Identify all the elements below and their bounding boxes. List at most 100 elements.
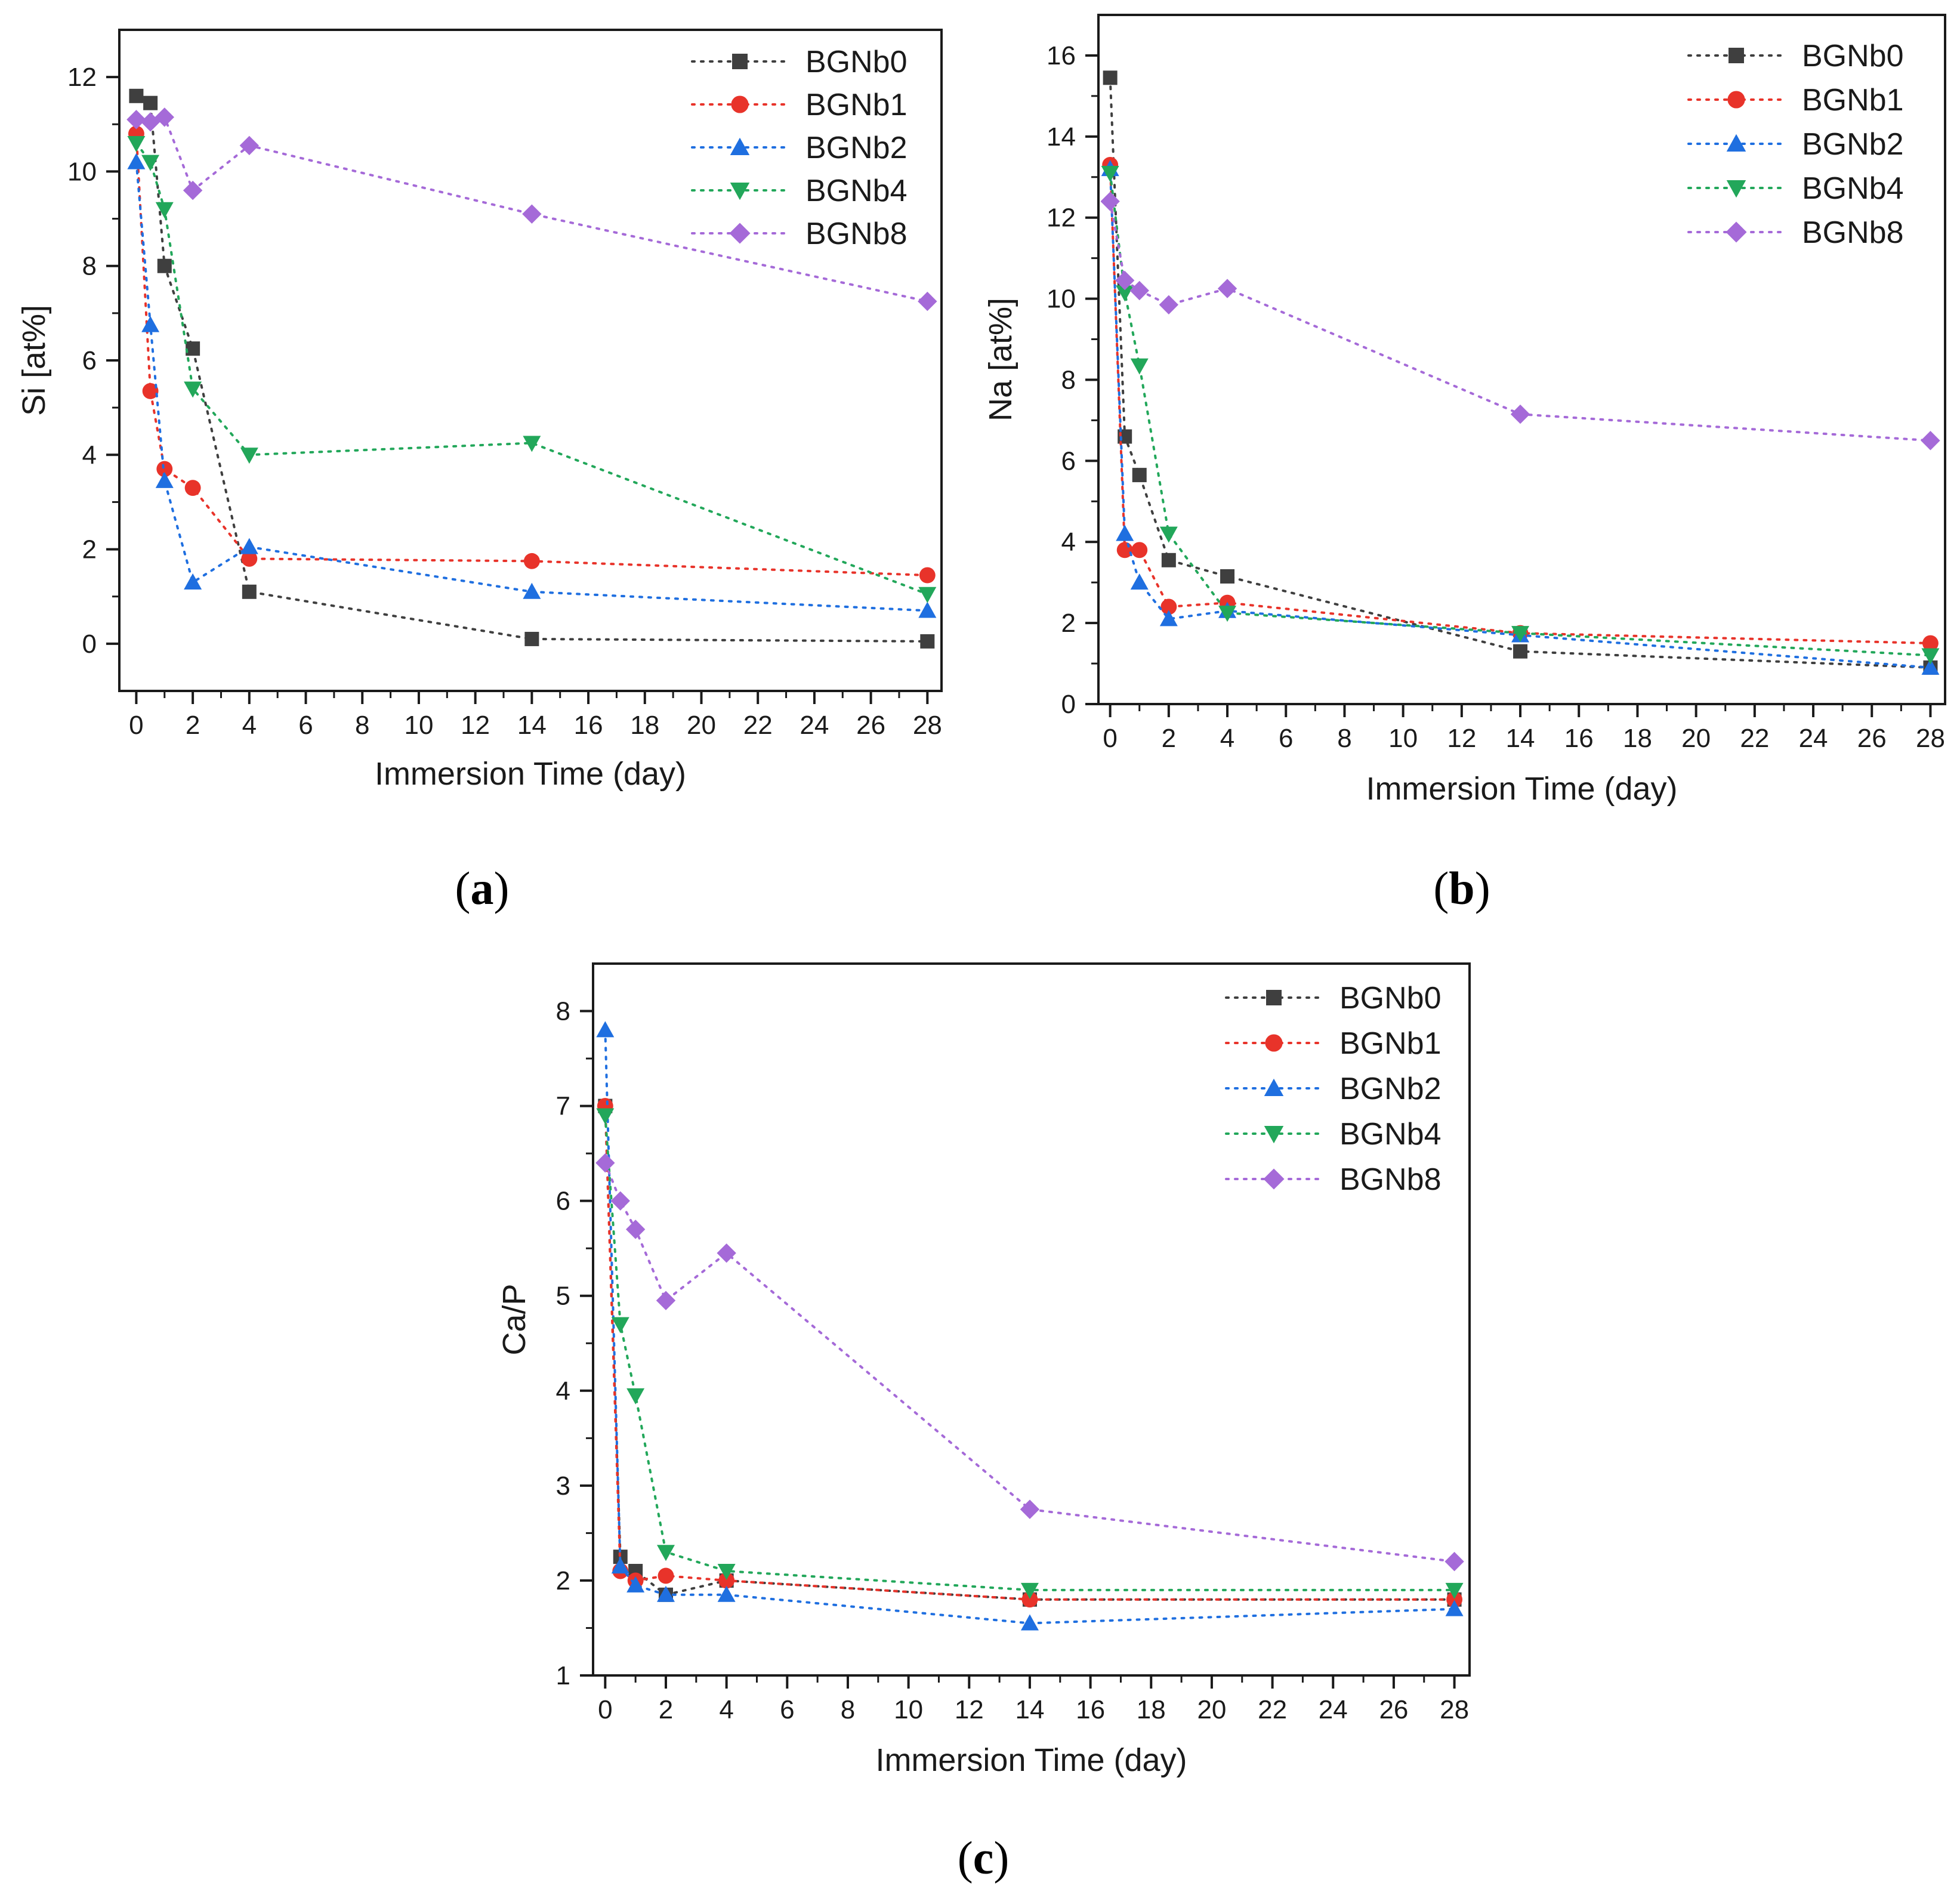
data-point [523,436,541,452]
legend-item-bgnb1: BGNb1 [1225,1026,1442,1061]
y-axis-title: Si [at%] [16,305,52,416]
data-point [143,95,158,110]
data-point [1159,610,1178,627]
x-tick-label: 6 [298,711,313,740]
data-point [611,1557,629,1574]
data-point [183,180,203,200]
legend-item-bgnb4: BGNb4 [691,174,908,208]
legend-marker [1265,1034,1283,1052]
plot-area-frame [592,962,1471,1677]
data-point [522,204,542,224]
legend-label: BGNb2 [1339,1072,1442,1106]
data-point [129,88,144,103]
legend-label: BGNb8 [805,217,908,251]
data-point [155,107,174,127]
data-point [1131,542,1148,558]
x-tick-label: 10 [1388,724,1418,753]
x-tick-label: 2 [186,711,200,740]
x-tick-label: 4 [242,711,257,740]
data-point [155,471,174,488]
y-tick-label: 14 [1047,122,1076,152]
data-point [523,553,540,569]
legend: BGNb0 BGNb1 BGNb2 BGNb4 BGNb8 [691,45,908,251]
data-point [141,155,160,171]
data-point [127,153,146,169]
x-tick-label: 8 [355,711,369,740]
series-bgnb8 [595,1153,1464,1572]
legend-label: BGNb1 [1339,1026,1442,1061]
y-tick-label: 3 [556,1471,570,1501]
x-axis-title: Immersion Time (day) [375,756,686,792]
legend-marker [1726,180,1746,198]
x-tick-label: 4 [719,1695,733,1724]
data-point [596,1021,615,1038]
data-point [656,1585,675,1602]
y-tick-label: 8 [82,252,97,281]
x-tick-label: 18 [630,711,659,740]
panel-label-a: (a) [455,862,510,914]
x-tick-label: 8 [1337,724,1351,753]
x-tick-label: 22 [1740,724,1769,753]
y-tick-label: 8 [556,997,570,1026]
series-bgnb4 [127,135,937,603]
data-point [1132,468,1147,483]
y-tick-label: 5 [556,1282,570,1311]
data-point [241,550,258,567]
data-point [127,135,146,152]
legend-label: BGNb1 [805,88,908,122]
legend-item-bgnb1: BGNb1 [1687,83,1904,118]
y-tick-label: 10 [67,157,97,186]
data-point [524,631,539,646]
data-point [656,1545,675,1561]
x-tick-label: 26 [1379,1695,1408,1724]
data-point [626,1576,645,1593]
x-tick-label: 4 [1220,724,1234,753]
data-point [658,1567,674,1584]
data-point [718,1572,735,1589]
legend-item-bgnb8: BGNb8 [1687,215,1904,250]
data-point [1115,270,1135,291]
x-tick-label: 16 [574,711,603,740]
data-point [1922,635,1939,652]
y-axis-title: Ca/P [496,1283,532,1355]
data-point [1130,573,1149,590]
data-point [239,135,260,156]
legend-marker [1264,1078,1284,1096]
legend-item-bgnb8: BGNb8 [691,217,908,251]
data-point [1445,1582,1464,1599]
legend-marker [731,95,749,113]
y-tick-label: 7 [556,1092,570,1121]
data-point [717,1243,736,1263]
y-tick-label: 4 [556,1377,570,1406]
data-point [1921,658,1940,675]
legend-label: BGNb8 [1802,215,1904,250]
x-tick-label: 22 [1258,1695,1287,1724]
x-tick-label: 28 [1440,1695,1469,1724]
x-tick-label: 0 [129,711,143,740]
legend-item-bgnb0: BGNb0 [1225,981,1442,1016]
data-point [595,1153,615,1173]
x-tick-label: 10 [404,711,433,740]
y-tick-label: 2 [556,1566,570,1595]
data-point [919,567,936,584]
data-point [1116,285,1134,302]
legend-label: BGNb1 [1802,83,1904,118]
y-tick-label: 8 [1061,365,1076,394]
legend-label: BGNb4 [1339,1117,1442,1152]
y-tick-label: 16 [1047,41,1076,70]
y-tick-label: 12 [1047,203,1076,233]
data-point [1100,192,1120,211]
data-point [625,1220,646,1239]
data-point [242,584,257,599]
x-axis-title: Immersion Time (day) [1366,771,1677,807]
data-point [1020,1499,1040,1519]
data-point [1129,280,1149,301]
series-bgnb4 [596,1108,1464,1599]
x-tick-label: 12 [1447,724,1476,753]
data-point [1218,606,1237,622]
data-point [918,291,937,311]
y-tick-label: 0 [82,629,97,659]
data-point [1511,626,1530,643]
x-tick-label: 2 [659,1695,673,1724]
